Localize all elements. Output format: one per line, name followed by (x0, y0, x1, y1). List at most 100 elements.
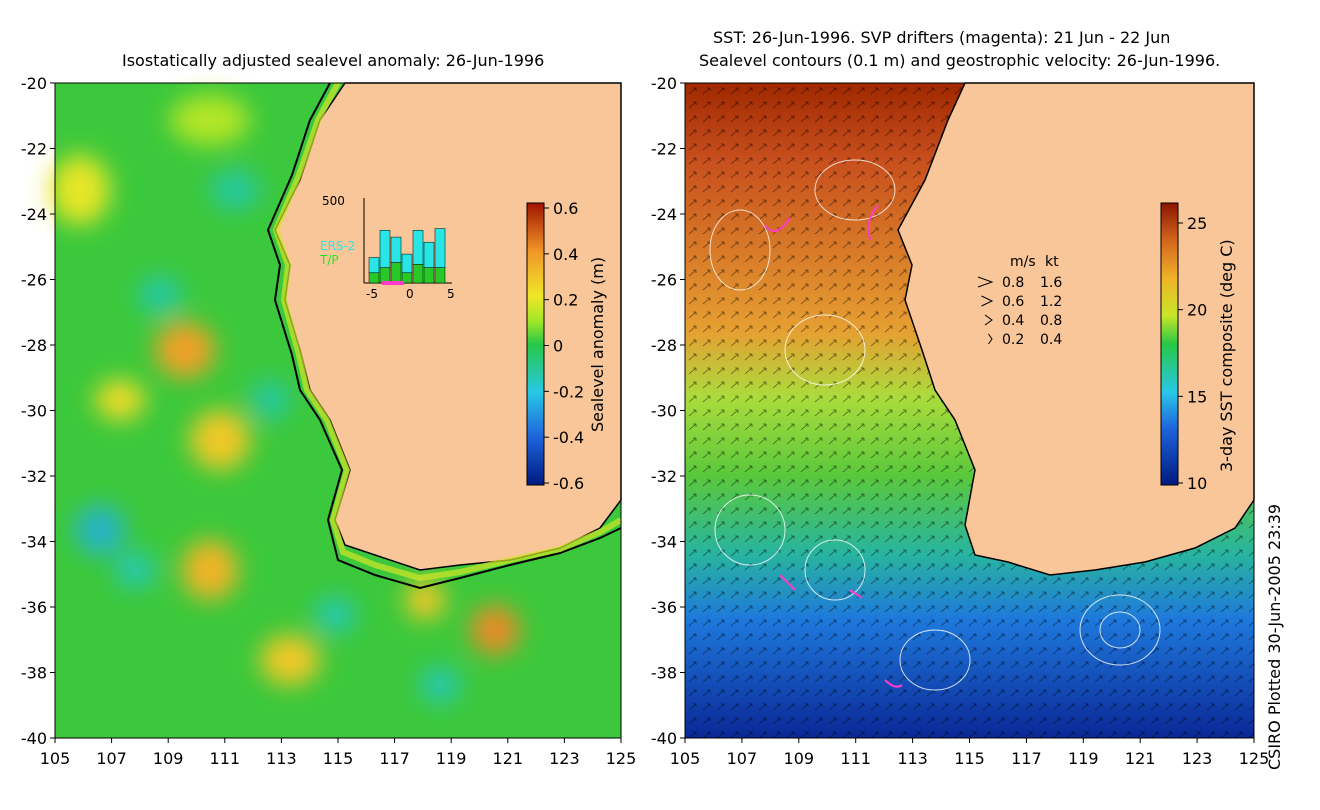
altimeter-track-histogram: 500 ERS-2 T/P -5 0 5 (319, 194, 455, 301)
sla-colorbar-tick-label: 0.4 (553, 245, 578, 264)
histogram-xtick-0: 0 (406, 287, 414, 301)
sla-colorbar-tick-label: 0 (553, 337, 563, 356)
sla-colorbar-tick-label: -0.6 (553, 474, 584, 493)
velocity-key-arrow (984, 314, 993, 326)
velocity-key-header-kt: kt (1045, 254, 1059, 270)
sst-colorbar-tick-label: 20 (1187, 301, 1207, 320)
right-lon-label: 117 (1011, 749, 1042, 768)
velocity-key-ms-value: 0.8 (1002, 275, 1024, 291)
left-lat-label: -36 (21, 598, 47, 617)
sst-colorbar-ticks: 25 20 15 10 (1178, 214, 1207, 493)
left-lon-label: 119 (436, 749, 467, 768)
left-lat-label: -32 (21, 467, 47, 486)
histogram-bar-tp (379, 267, 391, 284)
histogram-bar-ers2 (423, 241, 435, 268)
right-lat-label: -30 (651, 402, 677, 421)
svp-drifter-tracks (764, 204, 903, 688)
histogram-bar-ers2 (434, 228, 446, 268)
left-lon-label: 109 (153, 749, 184, 768)
right-lat-label: -22 (651, 140, 677, 159)
left-lat-label: -40 (21, 729, 47, 748)
plot-timestamp: CSIRO Plotted 30-Jun-2005 23:39 (1265, 503, 1284, 770)
right-lon-label: 113 (897, 749, 928, 768)
sla-colorbar-tick-label: -0.2 (553, 382, 584, 401)
right-lon-label: 123 (1182, 749, 1213, 768)
left-lon-label: 117 (379, 749, 410, 768)
right-lat-label: -38 (651, 664, 677, 683)
right-lon-label: 125 (1239, 749, 1270, 768)
histogram-legend-ers2: ERS-2 (320, 239, 356, 253)
sst-colorbar-tick-label: 10 (1187, 474, 1207, 493)
right-lon-label: 109 (784, 749, 815, 768)
left-lat-label: -22 (21, 140, 47, 159)
histogram-bar-tp (423, 267, 435, 284)
histogram-bar-ers2 (390, 236, 402, 263)
left-lon-label: 111 (210, 749, 241, 768)
velocity-key-arrow (988, 333, 993, 345)
left-lat-label: -34 (21, 533, 47, 552)
sla-colorbar-tick-label: 0.6 (553, 199, 578, 218)
histogram-bar-ers2 (401, 253, 413, 274)
right-lon-label: 121 (1125, 749, 1156, 768)
right-lat-label: -34 (651, 533, 677, 552)
coastal-band (272, 81, 623, 582)
right-lon-label: 105 (670, 749, 701, 768)
sst-colorbar-tick-label: 25 (1187, 214, 1207, 233)
velocity-key-arrow (977, 276, 994, 288)
velocity-key-ms-value: 0.4 (1002, 313, 1024, 329)
sla-colorbar-tick-label: 0.2 (553, 291, 578, 310)
left-lat-label: -38 (21, 664, 47, 683)
velocity-key-kt-value: 1.6 (1040, 275, 1062, 291)
sst-colorbar-tick-label: 15 (1187, 387, 1207, 406)
velocity-key-header-ms: m/s (1010, 254, 1036, 270)
histogram-bars (368, 228, 446, 284)
velocity-key-ms-value: 0.2 (1002, 332, 1024, 348)
histogram-bar-tp (390, 262, 402, 284)
histogram-legend-tp: T/P (319, 253, 339, 267)
right-lon-label: 107 (727, 749, 758, 768)
right-lat-label: -26 (651, 271, 677, 290)
left-lon-label: 115 (323, 749, 354, 768)
sla-colorbar (526, 202, 545, 486)
sst-colorbar (1160, 202, 1179, 486)
histogram-xtick-neg5: -5 (366, 287, 378, 301)
velocity-key: m/s kt 0.8 1.6 0.6 1.2 0.4 0.8 0.2 0.4 (977, 254, 1062, 348)
left-lat-label: -28 (21, 336, 47, 355)
left-lon-label: 123 (549, 749, 580, 768)
histogram-bar-ers2 (368, 257, 380, 274)
histogram-ymax-label: 500 (322, 194, 345, 208)
shelf-contour (266, 82, 622, 590)
histogram-bar-tp (401, 272, 413, 284)
right-lat-label: -24 (651, 205, 677, 224)
left-lon-label: 121 (493, 749, 524, 768)
sealevel-anomaly-field (50, 95, 520, 703)
sla-colorbar-label: Sealevel anomaly (m) (588, 257, 607, 432)
velocity-key-kt-value: 0.8 (1040, 313, 1062, 329)
left-lon-label: 125 (606, 749, 637, 768)
velocity-key-kt-value: 1.2 (1040, 294, 1062, 310)
velocity-key-ms-value: 0.6 (1002, 294, 1024, 310)
right-panel-title-line2: Sealevel contours (0.1 m) and geostrophi… (699, 51, 1221, 70)
right-lat-label: -20 (651, 74, 677, 93)
right-lat-label: -36 (651, 598, 677, 617)
histogram-bar-tp (412, 264, 424, 284)
left-panel-title: Isostatically adjusted sealevel anomaly:… (122, 51, 545, 70)
histogram-drifter-window (382, 281, 404, 285)
left-lon-label: 107 (96, 749, 127, 768)
left-lat-label: -26 (21, 271, 47, 290)
right-lat-label: -40 (651, 729, 677, 748)
right-panel-title-line1: SST: 26-Jun-1996. SVP drifters (magenta)… (713, 28, 1171, 47)
left-lat-label: -24 (21, 205, 47, 224)
histogram-bar-ers2 (379, 230, 391, 268)
sst-colorbar-label: 3-day SST composite (deg C) (1217, 239, 1236, 472)
right-lat-label: -28 (651, 336, 677, 355)
velocity-key-kt-value: 0.4 (1040, 332, 1062, 348)
histogram-bar-tp (368, 272, 380, 284)
right-lon-label: 119 (1068, 749, 1099, 768)
sealevel-contours (709, 159, 1161, 691)
sla-colorbar-tick-label: -0.4 (553, 428, 584, 447)
